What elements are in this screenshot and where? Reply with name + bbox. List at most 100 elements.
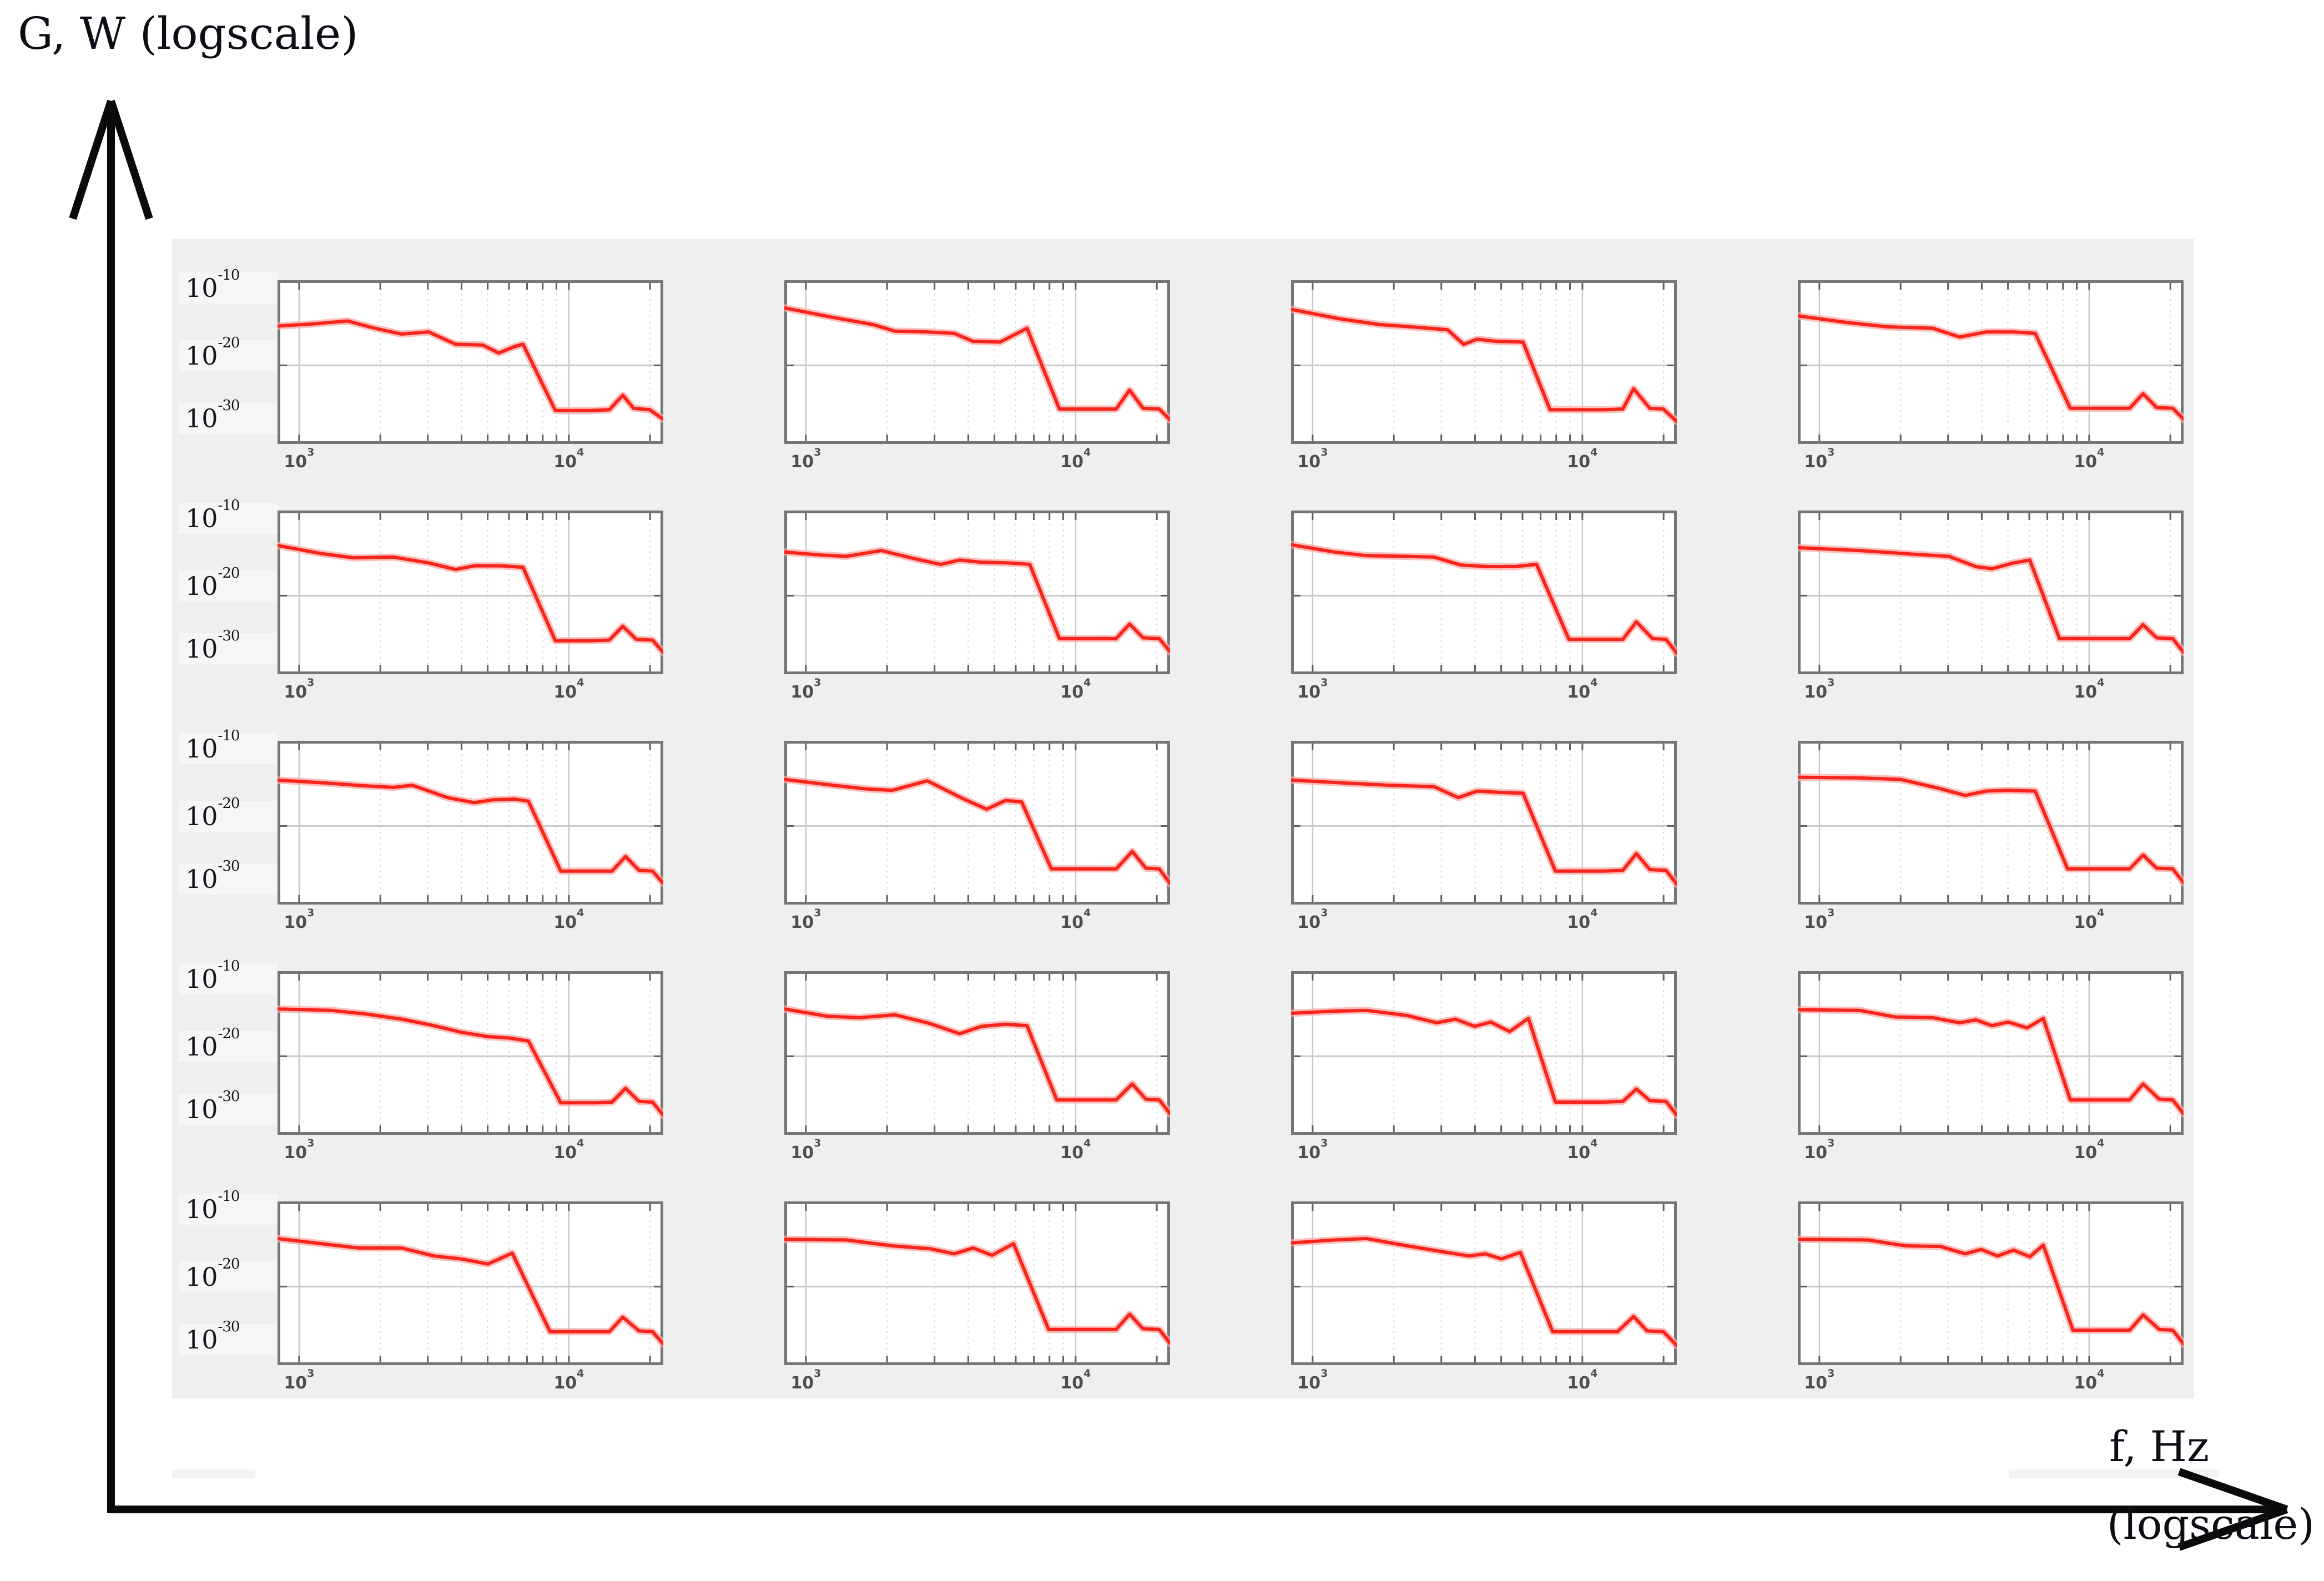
spectrum-curve [1291,543,1677,655]
subplot-r5c4 [1798,1201,2184,1365]
x-tick-label: 103 [790,906,821,932]
psd-plot [784,971,1170,1135]
psd-plot [1798,741,2184,905]
spectrum-curve [278,543,663,654]
x-tick-label: 103 [284,676,315,702]
psd-plot [1291,280,1677,444]
subplot-r4c1 [278,971,663,1135]
y-tick-label: 10-30 [179,398,278,435]
x-tick-label: 103 [284,446,315,472]
subplot-r4c3 [1291,971,1677,1135]
x-tick-label: 104 [1567,676,1598,702]
subplot-r1c1 [278,280,663,444]
subplot-r5c2 [784,1201,1170,1365]
x-tick-label: 104 [1060,1136,1091,1163]
subplot-r2c3 [1291,511,1677,674]
y-tick-label: 10-10 [179,268,278,304]
x-tick-label: 104 [1060,906,1091,932]
psd-plot [784,1201,1170,1365]
y-tick-label: 10-20 [179,336,278,372]
x-tick-label: 103 [284,906,315,932]
psd-plot [784,511,1170,674]
spectrum-curve [1291,307,1677,423]
y-tick-label: 10-10 [179,498,278,534]
x-tick-label: 103 [1297,676,1328,702]
x-tick-label: 104 [553,1136,584,1163]
psd-plot [278,1201,663,1365]
x-tick-label: 104 [1060,1367,1091,1393]
subplot-r4c2 [784,971,1170,1135]
spectrum-curve [784,1237,1170,1345]
psd-plot [1798,511,2184,674]
x-tick-label: 104 [1567,1136,1598,1163]
spectrum-curve [1798,1237,2184,1346]
x-tick-label: 103 [1297,906,1328,932]
psd-plot [278,511,663,674]
spectrum-curve [1798,545,2184,654]
x-tick-label: 103 [790,1136,821,1163]
psd-plot [784,280,1170,444]
x-tick-label: 104 [2074,906,2105,932]
psd-plot [278,741,663,905]
y-tick-label: 10-10 [179,1189,278,1225]
spectrum-curve [784,777,1170,885]
x-tick-label: 104 [1567,446,1598,472]
y-tick-label: 10-30 [179,859,278,895]
x-tick-label: 103 [1297,446,1328,472]
x-tick-label: 103 [1804,1136,1835,1163]
spectrum-curve [1798,775,2184,885]
subplot-r3c2 [784,741,1170,905]
x-axis-title-line2: (logscale) [2106,1499,2315,1549]
y-tick-label: 10-10 [179,729,278,765]
x-tick-label: 104 [1060,676,1091,702]
spectrum-curve [784,306,1170,422]
psd-plot [1798,280,2184,444]
x-tick-label: 104 [2074,446,2105,472]
y-tick-label: 10-20 [179,566,278,602]
spectrum-curve [278,778,663,885]
y-tick-label: 10-20 [179,1027,278,1063]
x-tick-label: 103 [1297,1367,1328,1393]
psd-plot [1798,1201,2184,1365]
x-tick-label: 103 [790,1367,821,1393]
y-tick-label: 10-30 [179,1320,278,1356]
psd-plot [1291,511,1677,674]
y-axis-title: G, W (logscale) [18,8,359,59]
psd-plot [278,280,663,444]
x-tick-label: 103 [284,1136,315,1163]
artifact-strip [172,1469,255,1478]
x-tick-label: 104 [553,906,584,932]
x-tick-label: 104 [2074,676,2105,702]
spectrum-curve [1291,1008,1677,1117]
psd-plot [1798,971,2184,1135]
y-tick-label: 10-30 [179,1089,278,1125]
x-tick-label: 103 [1804,1367,1835,1393]
psd-plot [784,741,1170,905]
spectrum-curve [1798,1008,2184,1115]
spectrum-curve [278,319,663,421]
x-axis-title-line1: f, Hz [2109,1422,2209,1471]
subplot-r5c1 [278,1201,663,1365]
x-tick-label: 104 [1567,1367,1598,1393]
x-tick-label: 103 [1804,446,1835,472]
y-tick-label: 10-20 [179,1257,278,1293]
subplot-r5c3 [1291,1201,1677,1365]
x-tick-label: 103 [1804,676,1835,702]
x-tick-label: 104 [553,1367,584,1393]
x-tick-label: 104 [553,676,584,702]
x-tick-label: 103 [284,1367,315,1393]
spectrum-curve [278,1236,663,1346]
x-tick-label: 104 [2074,1136,2105,1163]
subplot-r1c2 [784,280,1170,444]
psd-plot [1291,741,1677,905]
subplot-r3c4 [1798,741,2184,905]
spectrum-curve [1291,778,1677,886]
x-tick-label: 103 [790,446,821,472]
subplot-r1c3 [1291,280,1677,444]
spectrum-curve [784,549,1170,654]
y-tick-label: 10-30 [179,629,278,665]
subplot-r2c2 [784,511,1170,674]
y-axis-arrow [69,99,153,1513]
subplot-r4c4 [1798,971,2184,1135]
